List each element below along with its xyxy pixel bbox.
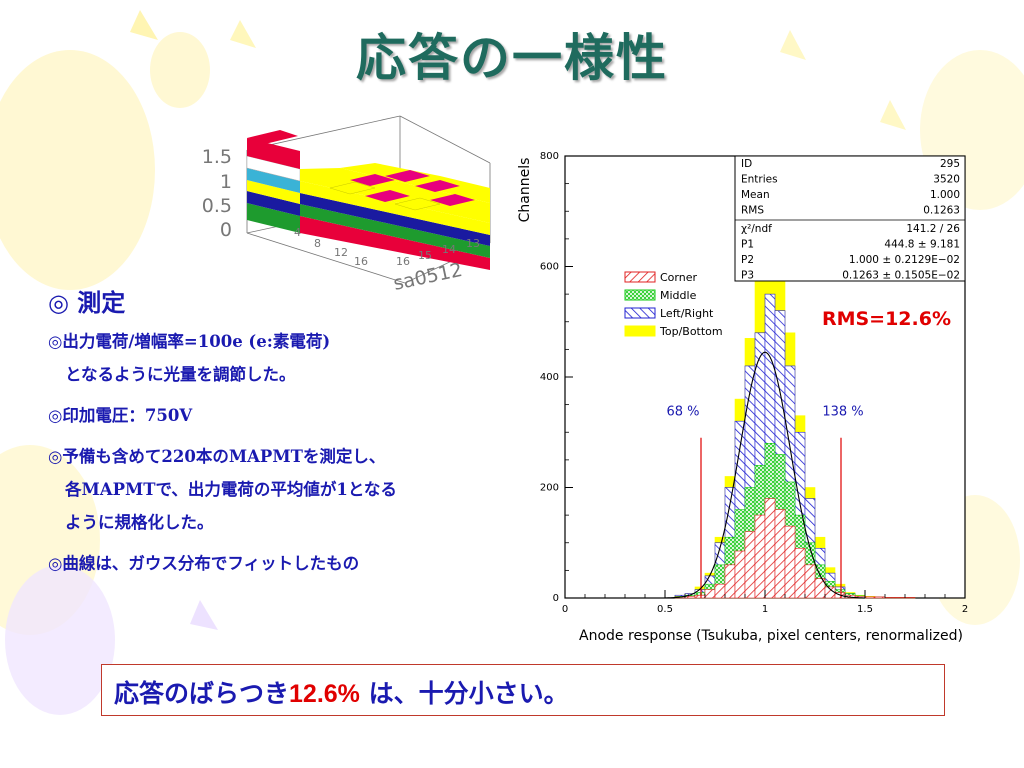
summary-value: 12.6%	[289, 680, 360, 708]
summary-prefix: 応答のばらつき	[114, 679, 290, 708]
stats-value: 0.1263 ± 0.1505E−02	[842, 270, 960, 282]
legend-swatch	[624, 289, 656, 301]
histogram-bar-corner	[884, 597, 896, 599]
lego-x-tick: 8	[314, 237, 321, 250]
histogram-bar-corner	[784, 525, 796, 599]
stats-box: ID 295 Entries 3520 Mean 1.000 RMS 0.1263 χ²/ndf…	[734, 155, 966, 282]
bullet-item: となるように光量を調節した。	[65, 365, 296, 384]
legend-swatch	[624, 325, 656, 337]
histogram-bar-corner	[734, 550, 746, 599]
x-tick-label: 0	[562, 604, 568, 615]
lego-x-tick: 12	[334, 246, 348, 259]
legend-label: Left/Right	[660, 307, 714, 320]
y-tick-label: 200	[540, 483, 559, 494]
legend-swatch	[624, 307, 656, 319]
y-axis-label-text: Channels	[517, 158, 533, 223]
lego-y-tick: 16	[396, 255, 410, 268]
lego-plot: 1.5 1 0.5 0 4 8 12 16 16 15 14 13 sa0512	[202, 115, 491, 295]
lego-y-tick: 13	[466, 237, 480, 250]
marker-label: 68 %	[666, 405, 699, 420]
x-tick-label: 1.5	[857, 604, 873, 615]
y-tick-label: 800	[540, 151, 559, 162]
histogram-bar-corner	[694, 594, 706, 599]
histogram-bar-corner	[754, 514, 766, 599]
histogram-bar-corner	[774, 509, 786, 599]
stats-value: 141.2 / 26	[906, 223, 960, 235]
legend-label: Corner	[660, 271, 697, 284]
bullet-item: ◎予備も含めて220本のMAPMTを測定し、	[48, 447, 386, 466]
histogram-bar-corner	[904, 597, 916, 599]
bullet-item: ◎曲線は、ガウス分布でフィットしたもの	[48, 554, 360, 573]
stats-key: P3	[741, 270, 754, 282]
y-tick-label: 0	[553, 593, 559, 604]
stats-value: 444.8 ± 9.181	[884, 239, 960, 251]
marker-label: 138 %	[822, 405, 863, 420]
measurement-notes: ◎ 測定 ◎出力電荷/増幅率=100e (e:素電荷) となるように光量を調節し…	[48, 283, 508, 595]
stats-value: 295	[940, 158, 960, 170]
x-tick-label: 0.5	[657, 604, 673, 615]
section-heading: ◎ 測定	[48, 289, 126, 317]
x-axis-label: Anode response (Tsukuba, pixel centers, …	[579, 628, 963, 644]
stats-key: P2	[741, 254, 754, 266]
lego-x-tick: 16	[354, 255, 368, 268]
stats-key: ID	[741, 158, 752, 170]
lego-z-tick: 1	[220, 171, 232, 193]
anode-response-histogram: 0 0.5 1 1.5 2 0 200 400 600 800 68 % 138 % ID 295 En…	[517, 151, 968, 644]
histogram-bar-corner	[714, 583, 726, 599]
rms-annotation: RMS=12.6%	[822, 308, 951, 330]
histogram-bar-corner	[744, 531, 756, 599]
lego-z-tick: 0	[220, 219, 232, 241]
summary-suffix: は、十分小さい。	[359, 679, 569, 708]
lego-y-tick: 15	[418, 249, 432, 262]
y-tick-label: 600	[540, 262, 559, 273]
histogram-bar-corner	[874, 596, 886, 599]
legend-swatch	[624, 271, 656, 283]
stats-value: 1.000 ± 0.2129E−02	[849, 254, 960, 266]
y-tick-label: 400	[540, 372, 559, 383]
bullet-item: ◎印加電圧：750V	[48, 406, 193, 425]
stats-key: Mean	[741, 189, 770, 201]
histogram-bar-corner	[764, 498, 776, 599]
chart-legend: Corner Middle Left/Right Top/Bottom	[624, 271, 723, 338]
legend-label: Top/Bottom	[659, 325, 723, 338]
bullet-item: 各MAPMTで、出力電荷の平均値が1となる	[65, 480, 397, 499]
histogram-bar-corner	[794, 547, 806, 599]
lego-y-tick: 14	[442, 243, 456, 256]
histogram-bar-corner	[864, 596, 876, 599]
histogram-bar-corner	[894, 597, 906, 599]
slide-title: 応答の一様性	[356, 29, 668, 87]
stats-key: χ²/ndf	[741, 223, 772, 235]
lego-z-tick: 1.5	[202, 146, 232, 168]
x-tick-label: 1	[762, 604, 768, 615]
stats-key: RMS	[741, 205, 764, 217]
stats-key: Entries	[741, 174, 778, 186]
histogram-bar-corner	[804, 564, 816, 599]
bullet-item: ように規格化した。	[65, 513, 214, 532]
stats-value: 3520	[933, 174, 960, 186]
histogram-bar-corner	[704, 589, 716, 599]
stats-value: 1.000	[930, 189, 960, 201]
lego-z-tick: 0.5	[202, 195, 232, 217]
histogram-bar-corner	[724, 564, 736, 599]
legend-label: Middle	[660, 289, 697, 302]
lego-x-tick: 4	[294, 226, 301, 239]
stats-key: P1	[741, 239, 754, 251]
summary-box: 応答のばらつき12.6% は、十分小さい。	[101, 664, 945, 716]
gaussian-fit-curve	[665, 351, 865, 599]
x-tick-label: 2	[962, 604, 968, 615]
stats-value: 0.1263	[923, 205, 960, 217]
bullet-item: ◎出力電荷/増幅率=100e (e:素電荷)	[48, 332, 331, 351]
